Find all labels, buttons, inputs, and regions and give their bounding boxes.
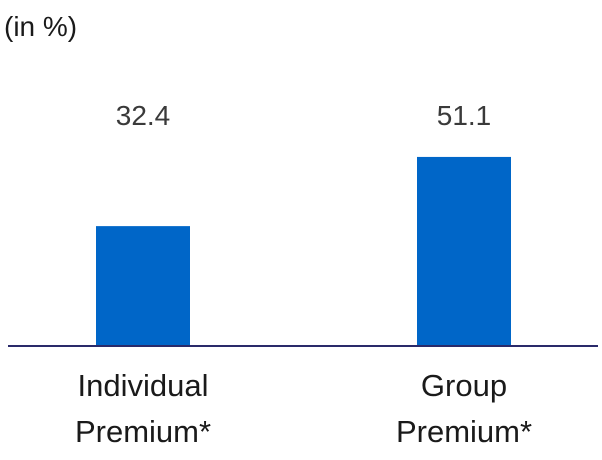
bar-1 xyxy=(96,226,190,346)
category-label-2-line-1: Group xyxy=(421,368,507,403)
value-label-2: 51.1 xyxy=(437,100,492,131)
bar-2 xyxy=(417,156,511,346)
labels-group: 32.4 Individual Premium* 51.1 Group Premium* xyxy=(75,100,532,449)
value-label-1: 32.4 xyxy=(116,100,171,131)
unit-label: (in %) xyxy=(4,11,77,42)
bars-group xyxy=(96,156,511,346)
category-label-1-line-2: Premium* xyxy=(75,414,211,449)
category-label-2-line-2: Premium* xyxy=(396,414,532,449)
category-label-1-line-1: Individual xyxy=(78,368,209,403)
